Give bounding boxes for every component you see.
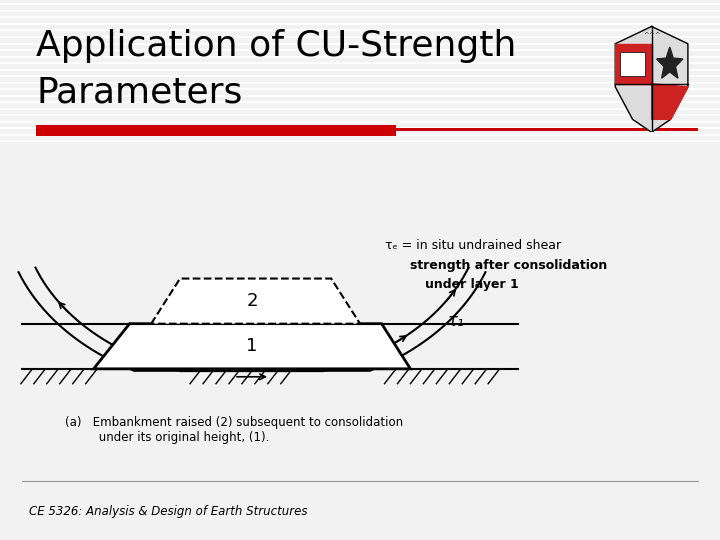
- Polygon shape: [151, 279, 360, 323]
- Text: CE 5326: Analysis & Design of Earth Structures: CE 5326: Analysis & Design of Earth Stru…: [29, 505, 307, 518]
- Polygon shape: [94, 323, 410, 369]
- Text: 2: 2: [246, 292, 258, 310]
- Polygon shape: [616, 44, 652, 84]
- Text: Application of CU-Strength: Application of CU-Strength: [36, 29, 516, 63]
- Bar: [396, 129, 698, 131]
- Text: strength after consolidation: strength after consolidation: [410, 259, 608, 272]
- Text: under layer 1: under layer 1: [425, 279, 518, 292]
- Text: ^^^: ^^^: [643, 32, 660, 38]
- Polygon shape: [657, 47, 683, 78]
- Text: (a)   Embankment raised (2) subsequent to consolidation
         under its origi: (a) Embankment raised (2) subsequent to …: [65, 416, 403, 444]
- Text: τ₁: τ₁: [448, 312, 464, 330]
- Text: τₑ = in situ undrained shear: τₑ = in situ undrained shear: [385, 239, 562, 252]
- Polygon shape: [652, 84, 688, 119]
- Bar: [36, 125, 396, 136]
- Text: 1: 1: [246, 337, 258, 355]
- Text: Parameters: Parameters: [36, 76, 243, 110]
- Polygon shape: [616, 26, 688, 132]
- Bar: [621, 52, 644, 76]
